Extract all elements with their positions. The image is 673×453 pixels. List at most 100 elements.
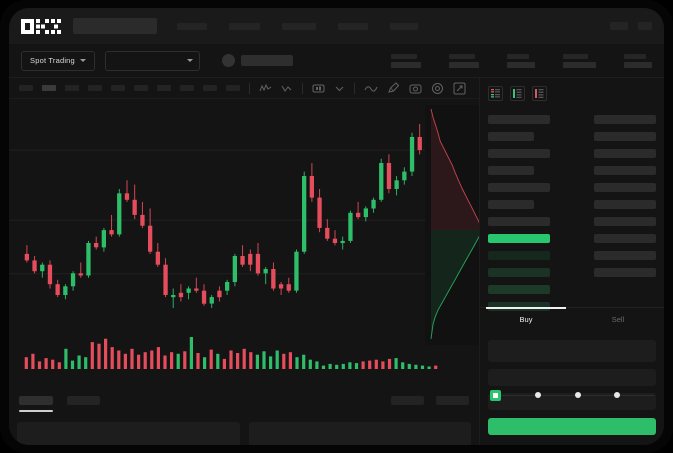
order-total-input[interactable] xyxy=(488,393,656,410)
stepper-dot xyxy=(534,392,541,398)
nav-item-4[interactable] xyxy=(338,22,368,30)
stat-item xyxy=(563,53,596,68)
timeframe-6[interactable] xyxy=(134,85,148,91)
orderbook-ask-row[interactable] xyxy=(488,132,534,141)
submit-order-button[interactable] xyxy=(488,418,656,435)
chevron-down-icon xyxy=(186,59,193,62)
stat-label xyxy=(563,53,588,59)
volume-chart xyxy=(9,327,479,385)
orderbook-size-row xyxy=(594,183,656,192)
timeframe-8[interactable] xyxy=(180,85,194,91)
nav-item-2[interactable] xyxy=(229,22,260,30)
orderbook-right-column xyxy=(594,115,656,285)
orderbook-size-row xyxy=(594,200,656,209)
bottom-tab-1[interactable] xyxy=(19,395,53,412)
orderbook-bid-row[interactable] xyxy=(488,302,550,311)
stat-label xyxy=(624,53,646,59)
stat-item xyxy=(507,53,535,68)
timeframe-9[interactable] xyxy=(203,85,217,91)
orderbook-size-row xyxy=(594,251,656,260)
orderbook-ask-row[interactable] xyxy=(488,149,550,158)
nav-item-1[interactable] xyxy=(177,22,207,30)
market-stats xyxy=(391,53,652,68)
toolbar-divider xyxy=(302,82,303,94)
camera-icon[interactable] xyxy=(409,82,422,94)
orderbook-asks-icon[interactable] xyxy=(532,86,547,101)
draw-pencil-icon[interactable] xyxy=(387,82,400,94)
chevron-down-icon[interactable] xyxy=(334,83,345,94)
bottom-tab-2[interactable] xyxy=(67,395,100,405)
bottom-tab-1-label xyxy=(19,395,53,405)
bottom-tab-strip xyxy=(9,388,479,412)
bottom-action-2[interactable] xyxy=(436,395,469,405)
bottom-tab-2-label xyxy=(67,395,100,405)
bottom-panel-1[interactable] xyxy=(17,422,240,445)
stat-value xyxy=(563,61,596,68)
nav-item-3[interactable] xyxy=(282,22,316,30)
bottom-action-1[interactable] xyxy=(391,395,424,405)
order-price-input[interactable] xyxy=(488,340,656,362)
orderbook-size-row xyxy=(594,132,656,141)
settings-gear-icon[interactable] xyxy=(431,82,444,95)
stepper-current-square xyxy=(490,389,501,401)
stat-label xyxy=(391,53,417,59)
orderbook-bid-row[interactable] xyxy=(488,251,550,260)
okx-logo-glyph xyxy=(21,18,61,34)
stepper-node-3[interactable] xyxy=(574,392,581,398)
compare-icon[interactable] xyxy=(312,83,325,94)
timeframe-3[interactable] xyxy=(65,85,79,91)
timeframe-1[interactable] xyxy=(19,85,33,91)
pair-select[interactable] xyxy=(104,50,200,71)
timeframe-10[interactable] xyxy=(226,85,240,91)
price-chart[interactable] xyxy=(9,99,479,327)
stat-item xyxy=(624,53,652,68)
stat-label xyxy=(449,53,475,59)
orderbook-ask-row[interactable] xyxy=(488,183,550,192)
search-input[interactable] xyxy=(73,18,157,34)
orderbook-bid-row[interactable] xyxy=(488,285,550,294)
orderbook-size-row xyxy=(594,217,656,226)
fullscreen-icon[interactable] xyxy=(453,82,466,95)
nav-item-5[interactable] xyxy=(390,22,418,30)
orderbook-both-icon[interactable] xyxy=(488,86,503,101)
okx-logo[interactable] xyxy=(21,18,61,34)
orderbook-spread-highlight[interactable] xyxy=(488,234,550,243)
spot-trading-selector[interactable]: Spot Trading xyxy=(21,50,95,71)
orderbook-size-row xyxy=(594,268,656,277)
timeframe-4[interactable] xyxy=(88,85,102,91)
orderbook-rows xyxy=(480,107,664,311)
tab-buy[interactable]: Buy xyxy=(480,307,572,332)
header-action-2[interactable] xyxy=(638,22,652,30)
stepper-dot xyxy=(574,392,581,398)
timeframe-5[interactable] xyxy=(111,85,125,91)
okx-trading-app: Spot Trading xyxy=(9,8,664,445)
stat-item xyxy=(391,53,421,68)
tab-sell[interactable]: Sell xyxy=(611,315,625,324)
candle-type-icon[interactable] xyxy=(281,83,293,94)
stat-item xyxy=(449,53,479,68)
chevron-down-icon xyxy=(79,59,86,62)
top-header xyxy=(9,8,664,44)
orderbook-bids-icon[interactable] xyxy=(510,86,525,101)
orderbook-ask-row[interactable] xyxy=(488,200,534,209)
line-chart-icon[interactable] xyxy=(364,83,378,94)
timeframe-2[interactable] xyxy=(42,85,56,91)
orderbook-ask-row[interactable] xyxy=(488,217,550,226)
stepper-node-4[interactable] xyxy=(614,392,621,398)
stepper-node-current[interactable] xyxy=(490,389,501,401)
buy-sell-tabs: Buy Sell xyxy=(480,307,664,332)
orderbook-bid-row[interactable] xyxy=(488,268,550,277)
depth-chart[interactable] xyxy=(425,105,488,345)
timeframe-7[interactable] xyxy=(157,85,171,91)
stepper-node-2[interactable] xyxy=(534,392,541,398)
stepper-dot xyxy=(614,392,621,398)
orderbook-ask-row[interactable] xyxy=(488,166,534,175)
order-amount-input[interactable] xyxy=(488,369,656,386)
header-action-1[interactable] xyxy=(610,22,628,30)
bottom-panel-2[interactable] xyxy=(248,422,471,445)
tablet-screen: Spot Trading xyxy=(9,8,664,445)
order-stepper xyxy=(480,387,664,403)
orderbook-header-left xyxy=(488,115,550,124)
indicators-icon[interactable] xyxy=(259,83,272,94)
main-nav xyxy=(177,22,418,30)
